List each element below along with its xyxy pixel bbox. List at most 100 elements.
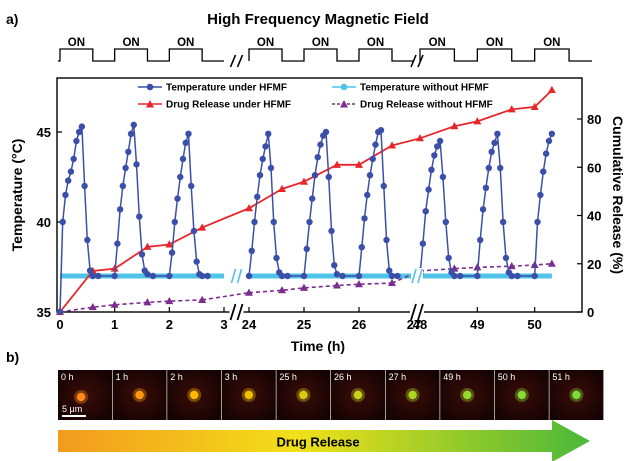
svg-text:Drug Release under HFMF: Drug Release under HFMF (166, 100, 291, 111)
data-point (270, 218, 277, 226)
on-label: ON (543, 37, 560, 49)
data-point (494, 130, 501, 137)
series-line (419, 263, 552, 272)
legend-item-temp-no-hfmf: Temperature without HFMF (332, 83, 489, 94)
data-point (300, 272, 308, 280)
data-point (165, 240, 174, 248)
data-point (166, 272, 173, 280)
data-point (67, 168, 75, 175)
data-point (436, 137, 444, 145)
axis-break-gap (229, 305, 244, 319)
data-point (491, 139, 498, 146)
timelapse-frame: 1 h (112, 370, 167, 420)
on-label: ON (312, 37, 329, 49)
data-point (514, 272, 521, 280)
legend-item-temp-hfmf: Temperature under HFMF (138, 83, 287, 94)
data-point (333, 271, 341, 278)
x-tick-label: 25 (297, 317, 311, 332)
data-point (534, 218, 541, 226)
data-point (380, 182, 387, 190)
data-point (179, 155, 187, 163)
y-left-tick-label: 40 (37, 215, 51, 230)
data-point (273, 254, 280, 262)
data-point (168, 249, 176, 256)
axis-break-gap (411, 268, 423, 284)
data-point (59, 218, 66, 226)
data-point (450, 122, 459, 130)
data-point (251, 218, 258, 226)
pulse-wave (248, 48, 414, 62)
on-label: ON (367, 37, 384, 49)
data-point (439, 173, 447, 181)
data-point (259, 155, 266, 163)
data-point (127, 130, 135, 137)
data-point (278, 286, 286, 294)
pulse-break-slash (236, 54, 244, 68)
data-point (62, 191, 69, 199)
svg-text:Drug Release without HFMF: Drug Release without HFMF (360, 100, 493, 111)
panel-a-label: a) (6, 11, 18, 27)
data-point (171, 218, 178, 226)
data-point (190, 227, 198, 235)
data-point (431, 152, 438, 159)
frame-time-label: 27 h (389, 372, 407, 382)
data-point (540, 168, 547, 175)
axis-break-slash (236, 303, 244, 321)
series-drug-release-under-hfmf (56, 85, 556, 315)
data-point (75, 128, 83, 136)
data-point (70, 155, 77, 163)
axis-break-slash (417, 303, 424, 321)
y-left-tick-label: 35 (37, 305, 51, 320)
circle-marker-icon (146, 83, 154, 91)
timelapse-frame: 50 h (494, 370, 549, 420)
data-point (372, 141, 379, 148)
data-point (300, 283, 308, 291)
data-point (119, 182, 127, 190)
data-point (445, 254, 452, 262)
data-point (547, 85, 556, 94)
particle (135, 390, 144, 400)
series-line (248, 282, 393, 294)
data-point (314, 154, 321, 161)
data-point (358, 244, 365, 251)
pulse-wave (419, 48, 592, 62)
y-left-axis-label: Temperature (°C) (9, 139, 25, 252)
data-point (477, 236, 484, 244)
data-point (198, 295, 207, 303)
data-point (339, 272, 346, 280)
data-point (73, 137, 80, 145)
data-point (333, 160, 341, 168)
data-point (451, 272, 458, 280)
data-point (388, 278, 396, 287)
x-tick-label: 50 (527, 317, 541, 332)
data-point (366, 172, 374, 179)
data-point (482, 184, 490, 191)
axis-break-gap (230, 268, 243, 284)
data-point (545, 137, 553, 145)
series-line (59, 226, 203, 313)
svg-text:Temperature under HFMF: Temperature under HFMF (166, 83, 287, 94)
x-tick-label: 2 (166, 317, 173, 332)
data-point (143, 298, 152, 306)
frame-time-label: 0 h (61, 372, 74, 382)
data-point (254, 193, 261, 200)
data-point (122, 164, 129, 172)
data-point (95, 272, 102, 280)
frame-time-label: 1 h (116, 372, 129, 382)
data-point (198, 272, 206, 280)
data-point (65, 177, 72, 184)
x-tick-label: 27 (407, 317, 421, 332)
data-point (198, 223, 207, 231)
data-point (303, 245, 310, 253)
data-point (317, 141, 324, 148)
data-point (355, 280, 363, 288)
axis-break-slash (417, 268, 423, 284)
panel-b-label: b) (6, 349, 19, 365)
data-point (456, 272, 464, 280)
x-tick-label: 26 (352, 317, 366, 332)
legend-item-release-no-hfmf: Drug Release without HFMF (332, 100, 493, 111)
data-point (497, 164, 504, 172)
data-point (188, 182, 195, 190)
data-point (355, 272, 363, 280)
data-point (548, 130, 556, 137)
